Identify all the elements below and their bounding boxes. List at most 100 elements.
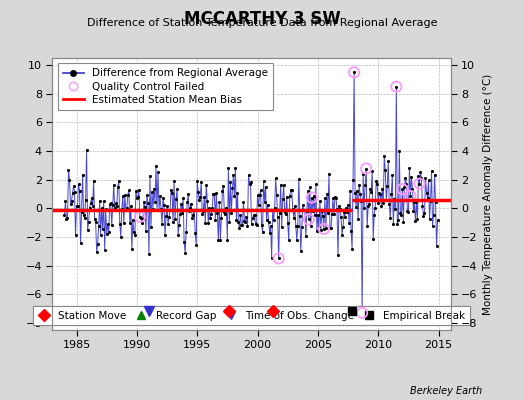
Point [222, 204, 231, 211]
Point [369, 235, 377, 242]
Point [75, 188, 84, 194]
Point [425, 215, 434, 222]
Point [193, 178, 201, 184]
Point [432, 243, 441, 249]
Point [299, 202, 307, 208]
Point [168, 190, 176, 196]
Point [103, 231, 111, 238]
Point [125, 187, 133, 194]
Point [182, 229, 190, 235]
Point [141, 204, 149, 210]
Point [302, 233, 310, 240]
Point [283, 220, 292, 227]
Point [309, 208, 317, 214]
Point [128, 246, 136, 252]
Point [384, 158, 392, 165]
Point [204, 220, 212, 226]
Point [220, 209, 228, 215]
Point [114, 184, 122, 190]
Point [402, 180, 411, 187]
Point [412, 199, 421, 205]
Point [231, 164, 239, 171]
Point [418, 202, 427, 209]
Point [209, 190, 217, 197]
Point [291, 222, 300, 229]
Point [130, 232, 139, 238]
Point [264, 202, 272, 208]
Point [391, 206, 399, 212]
Point [266, 222, 275, 229]
Point [88, 194, 96, 201]
Point [190, 206, 199, 213]
Point [100, 198, 108, 204]
Point [64, 166, 73, 173]
Point [406, 193, 414, 199]
Point [431, 199, 440, 205]
Point [62, 215, 71, 222]
Point [326, 224, 334, 231]
Point [67, 201, 75, 207]
Point [347, 228, 355, 234]
Point [338, 232, 346, 238]
Point [116, 220, 124, 227]
Point [191, 230, 200, 236]
Point [400, 184, 409, 191]
Point [413, 216, 422, 222]
Point [136, 214, 144, 220]
Point [333, 206, 341, 212]
Point [416, 180, 424, 187]
Point [156, 193, 164, 200]
Point [345, 220, 353, 226]
Point [307, 222, 315, 229]
Point [376, 190, 385, 197]
Point [281, 211, 290, 218]
Point [226, 179, 235, 186]
Point [328, 211, 336, 217]
Point [196, 194, 204, 200]
Point [329, 195, 337, 202]
Point [227, 209, 236, 216]
Point [414, 172, 423, 179]
Point [419, 212, 428, 219]
Point [225, 219, 234, 225]
Point [77, 240, 85, 247]
Point [186, 205, 194, 211]
Point [321, 194, 329, 201]
Point [383, 183, 391, 189]
Point [365, 201, 374, 207]
Point [278, 196, 287, 202]
Point [371, 205, 379, 211]
Point [203, 198, 212, 204]
Point [144, 200, 152, 206]
Point [72, 203, 81, 209]
Point [81, 197, 90, 204]
Point [429, 212, 438, 219]
Point [121, 192, 129, 198]
Point [147, 224, 155, 231]
Point [113, 203, 121, 210]
Point [215, 199, 224, 206]
Point [228, 185, 237, 192]
Point [287, 187, 295, 193]
Point [129, 229, 138, 235]
Point [155, 207, 163, 213]
Point [96, 231, 105, 238]
Point [364, 203, 373, 209]
Point [405, 165, 413, 172]
Point [137, 214, 145, 221]
Point [124, 192, 132, 198]
Point [362, 165, 370, 172]
Point [140, 199, 148, 206]
Point [392, 84, 400, 90]
Point [346, 188, 354, 194]
Point [350, 69, 358, 76]
Point [80, 214, 89, 221]
Point [111, 204, 119, 211]
Point [316, 227, 325, 233]
Point [92, 249, 101, 255]
Point [66, 176, 74, 183]
Point [254, 192, 262, 199]
Point [151, 199, 159, 205]
Point [159, 195, 167, 201]
Point [211, 216, 220, 223]
